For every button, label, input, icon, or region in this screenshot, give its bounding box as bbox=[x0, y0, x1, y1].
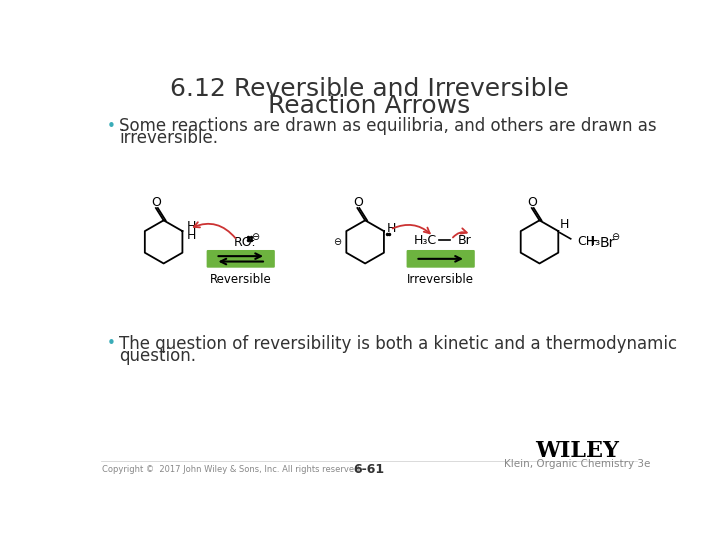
Text: +: + bbox=[586, 234, 598, 249]
Text: H: H bbox=[187, 220, 197, 233]
Text: CH₃: CH₃ bbox=[577, 234, 600, 248]
Text: question.: question. bbox=[120, 347, 197, 365]
FancyBboxPatch shape bbox=[207, 250, 275, 268]
Text: •: • bbox=[107, 119, 116, 134]
Text: O: O bbox=[152, 196, 161, 209]
Text: Copyright ©  2017 John Wiley & Sons, Inc. All rights reserved.: Copyright © 2017 John Wiley & Sons, Inc.… bbox=[102, 465, 361, 474]
Text: 6-61: 6-61 bbox=[354, 463, 384, 476]
Text: irreversible.: irreversible. bbox=[120, 129, 218, 147]
Text: H: H bbox=[560, 219, 570, 232]
Text: Br: Br bbox=[457, 234, 471, 247]
Text: Reversible: Reversible bbox=[210, 273, 271, 286]
Text: ⊖: ⊖ bbox=[611, 232, 619, 241]
Text: Klein, Organic Chemistry 3e: Klein, Organic Chemistry 3e bbox=[503, 458, 650, 469]
Text: ⊖: ⊖ bbox=[333, 237, 341, 247]
Text: WILEY: WILEY bbox=[535, 440, 618, 462]
Text: O: O bbox=[528, 196, 537, 209]
Text: H: H bbox=[387, 222, 396, 235]
Text: ⊖: ⊖ bbox=[251, 232, 259, 241]
Text: Br: Br bbox=[599, 237, 615, 251]
Text: H₃C: H₃C bbox=[414, 234, 437, 247]
Text: O: O bbox=[354, 196, 363, 209]
Text: H: H bbox=[187, 230, 197, 242]
Text: The question of reversibility is both a kinetic and a thermodynamic: The question of reversibility is both a … bbox=[120, 335, 678, 353]
Text: •: • bbox=[107, 336, 116, 351]
Text: Reaction Arrows: Reaction Arrows bbox=[268, 93, 470, 118]
Text: 6.12 Reversible and Irreversible: 6.12 Reversible and Irreversible bbox=[170, 77, 568, 102]
Text: Irreversible: Irreversible bbox=[408, 273, 474, 286]
Text: Some reactions are drawn as equilibria, and others are drawn as: Some reactions are drawn as equilibria, … bbox=[120, 117, 657, 136]
Text: RO:: RO: bbox=[234, 236, 256, 249]
FancyBboxPatch shape bbox=[407, 250, 474, 268]
